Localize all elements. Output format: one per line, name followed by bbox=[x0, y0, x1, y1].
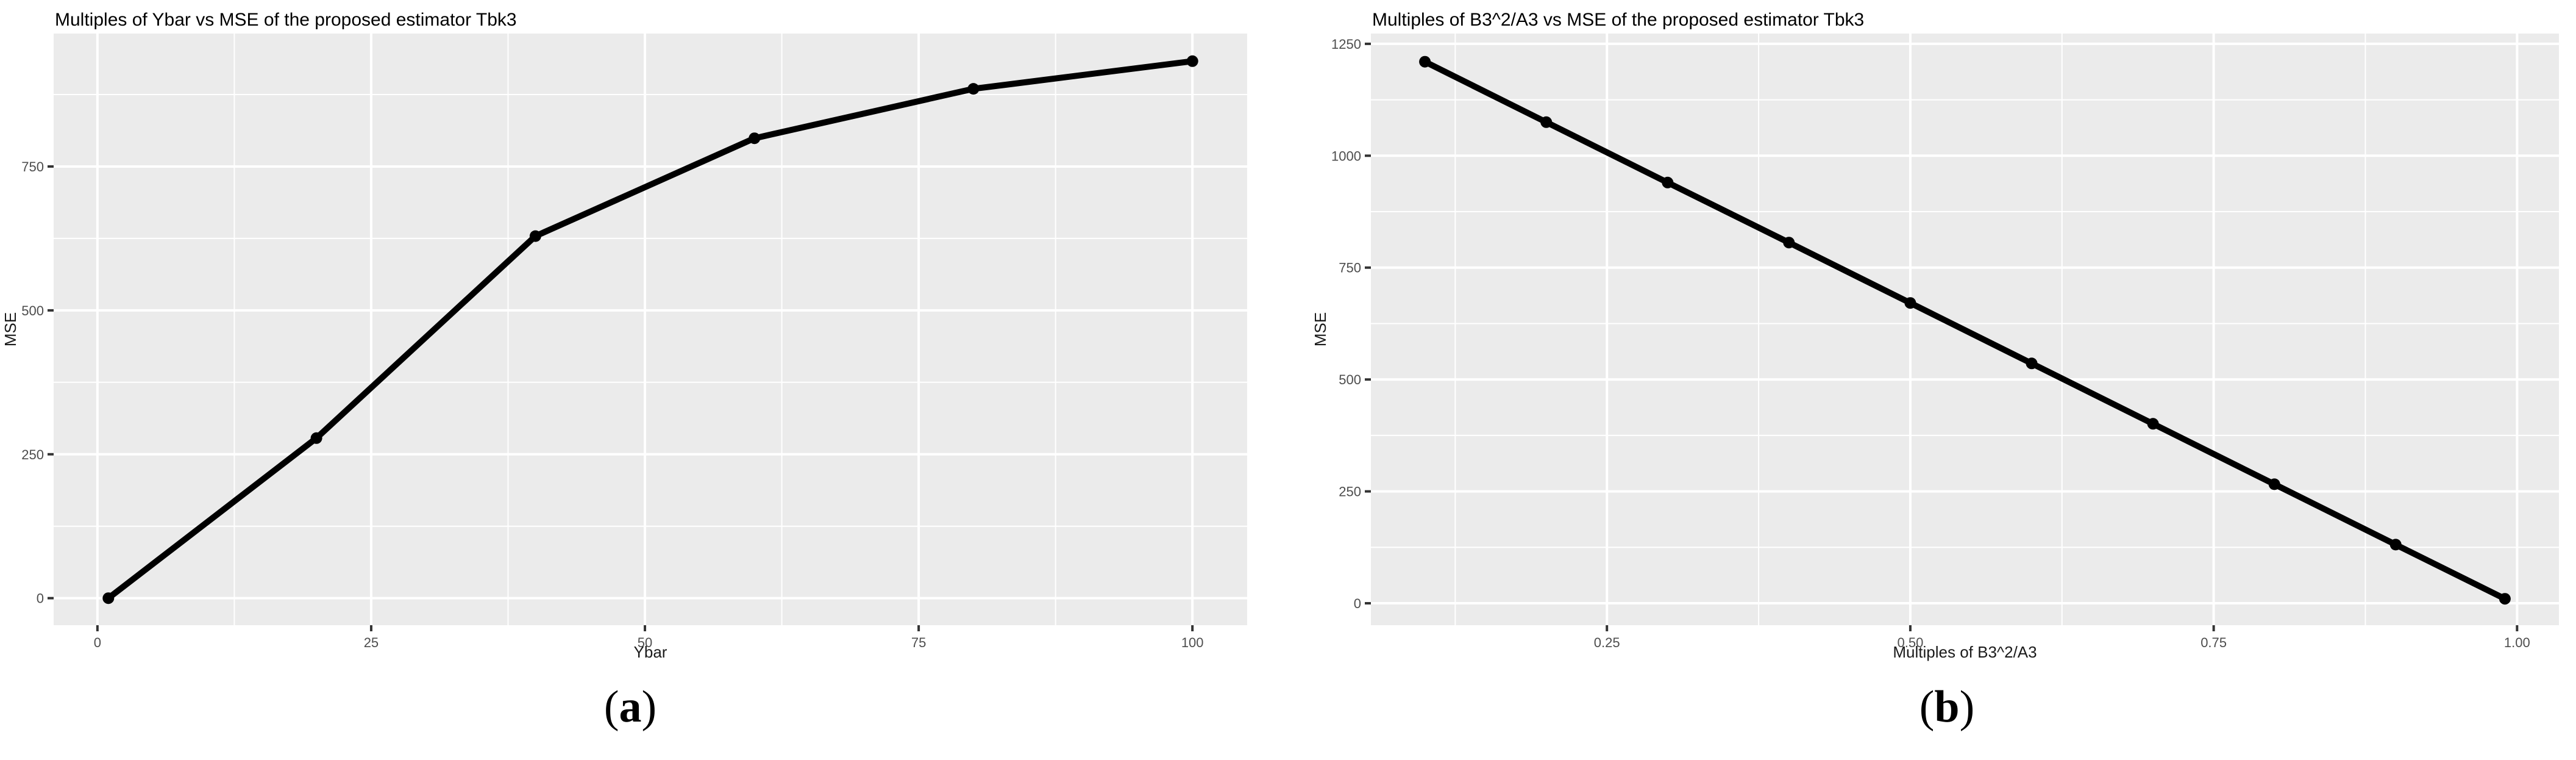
data-point bbox=[529, 230, 541, 242]
x-tick-label: 25 bbox=[364, 635, 379, 650]
x-tick-label: 75 bbox=[911, 635, 926, 650]
series-line bbox=[1421, 59, 2508, 602]
data-point bbox=[1186, 55, 1198, 67]
data-point bbox=[967, 83, 980, 95]
x-tick-label: 1.00 bbox=[2504, 635, 2530, 650]
caption-b-close-paren: ) bbox=[1959, 682, 1975, 732]
x-axis-title: Multiples of B3^2/A3 bbox=[1893, 643, 2037, 661]
y-axis-title: MSE bbox=[1, 312, 20, 346]
x-tick-label: 100 bbox=[1181, 635, 1204, 650]
chart-title: Multiples of B3^2/A3 vs MSE of the propo… bbox=[1372, 10, 1864, 30]
data-point bbox=[1419, 56, 1431, 68]
y-axis-title: MSE bbox=[1311, 312, 1329, 346]
y-tick-label: 1250 bbox=[1331, 37, 1361, 52]
data-point bbox=[2147, 418, 2159, 430]
chart-b-canvas: 0.25 0.50 0.75 1.00 0 250 500 750 1000 1250 Multip… bbox=[1311, 10, 2559, 661]
caption-a-open-paren: ( bbox=[603, 682, 619, 732]
data-point bbox=[1904, 297, 1916, 309]
x-tick-label: 0 bbox=[94, 635, 101, 650]
caption-a-close-paren: ) bbox=[641, 682, 657, 732]
x-tick-label: 50 bbox=[638, 635, 652, 650]
chart-a: 0 25 50 75 100 0 250 500 750 Ybar MSE Multiples of … bbox=[1, 10, 1247, 730]
data-point bbox=[2499, 593, 2511, 605]
data-point bbox=[1540, 116, 1553, 128]
data-point bbox=[2026, 357, 2038, 370]
data-point bbox=[749, 132, 761, 145]
y-tick-label: 250 bbox=[21, 447, 44, 462]
x-tick-label: 0.50 bbox=[1897, 635, 1923, 650]
data-point bbox=[102, 592, 115, 604]
y-tick-label: 1000 bbox=[1331, 148, 1361, 163]
plot-panel bbox=[54, 34, 1247, 625]
y-tick-label: 500 bbox=[1339, 372, 1361, 387]
chart-b: 0.25 0.50 0.75 1.00 0 250 500 750 1000 1250 Multip… bbox=[1288, 0, 2576, 760]
y-tick-label: 750 bbox=[21, 159, 44, 174]
y-tick-label: 0 bbox=[37, 591, 44, 606]
caption-b: (b) bbox=[1920, 684, 1974, 730]
y-tick-label: 0 bbox=[1354, 596, 1361, 611]
data-point bbox=[310, 432, 322, 444]
y-tick-label: 750 bbox=[1339, 260, 1361, 276]
caption-a-letter: a bbox=[619, 682, 642, 732]
caption-b-open-paren: ( bbox=[1919, 682, 1935, 732]
caption-a: (a) bbox=[604, 684, 656, 730]
x-tick-label: 0.75 bbox=[2201, 635, 2227, 650]
caption-b-letter: b bbox=[1934, 682, 1960, 732]
series-line bbox=[105, 58, 1196, 601]
data-point bbox=[1783, 237, 1795, 249]
data-point bbox=[1662, 176, 1674, 188]
chart-a-canvas: 0 25 50 75 100 0 250 500 750 Ybar MSE Multiples of … bbox=[1, 10, 1247, 661]
chart-title: Multiples of Ybar vs MSE of the proposed… bbox=[55, 10, 517, 30]
x-tick-label: 0.25 bbox=[1594, 635, 1620, 650]
y-tick-label: 250 bbox=[1339, 484, 1361, 500]
data-point bbox=[2389, 539, 2402, 551]
data-point bbox=[2268, 478, 2280, 490]
x-axis-title: Ybar bbox=[634, 643, 667, 661]
y-tick-label: 500 bbox=[21, 303, 44, 318]
